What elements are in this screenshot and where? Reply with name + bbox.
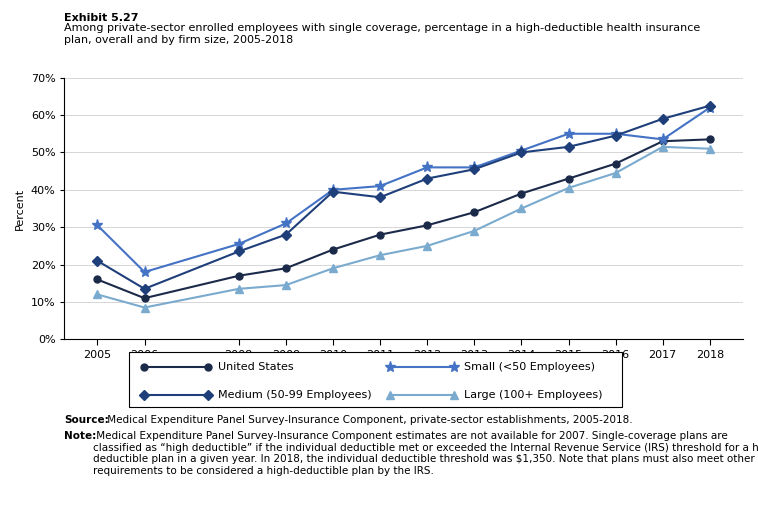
Text: Medical Expenditure Panel Survey-Insurance Component estimates are not available: Medical Expenditure Panel Survey-Insuran… [93,431,758,476]
Text: Small (<50 Employees): Small (<50 Employees) [464,363,595,372]
Text: United States: United States [218,363,293,372]
Y-axis label: Percent: Percent [15,188,25,229]
Text: Medium (50-99 Employees): Medium (50-99 Employees) [218,390,371,400]
Text: Among private-sector enrolled employees with single coverage, percentage in a hi: Among private-sector enrolled employees … [64,23,700,45]
Text: Large (100+ Employees): Large (100+ Employees) [464,390,603,400]
Text: Source:: Source: [64,415,109,425]
Text: Medical Expenditure Panel Survey-Insurance Component, private-sector establishme: Medical Expenditure Panel Survey-Insuran… [104,415,632,425]
Text: Note:: Note: [64,431,97,441]
Text: Exhibit 5.27: Exhibit 5.27 [64,13,139,23]
